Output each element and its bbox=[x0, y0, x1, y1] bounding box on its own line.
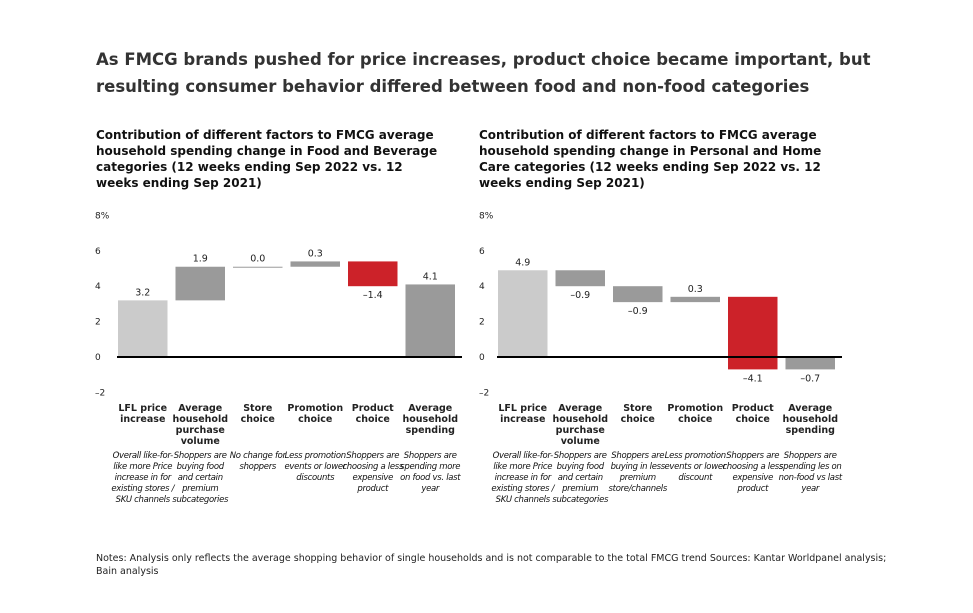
data-label: 3.2 bbox=[135, 287, 150, 298]
data-label: –4.1 bbox=[743, 373, 763, 384]
category-description: Shoppers are spending les on non-food vs… bbox=[778, 451, 843, 494]
y-tick-label: –2 bbox=[95, 388, 105, 398]
y-tick-label: 2 bbox=[95, 318, 101, 328]
y-tick-label: 0 bbox=[95, 353, 101, 363]
data-label: 1.9 bbox=[193, 254, 208, 265]
category-label: Product choice bbox=[351, 403, 394, 425]
bar-6 bbox=[405, 284, 455, 357]
y-tick-label: 8% bbox=[95, 211, 110, 221]
bar-2 bbox=[175, 266, 225, 301]
category-description: Shoppers are spending more on food vs. l… bbox=[400, 451, 461, 494]
category-description: No change for shoppers bbox=[229, 451, 286, 472]
category-label: Store choice bbox=[240, 403, 275, 425]
category-label: Product choice bbox=[731, 403, 774, 425]
category-label: Average household spending bbox=[782, 403, 839, 436]
data-label: –0.9 bbox=[570, 290, 590, 301]
category-label: Average household purchase volume bbox=[552, 403, 609, 447]
data-label: 4.1 bbox=[423, 271, 438, 282]
bar-1 bbox=[498, 270, 548, 357]
chart-title-nonfood: Contribution of different factors to FMC… bbox=[479, 128, 822, 190]
category-label: Average household spending bbox=[402, 403, 459, 436]
bar-5 bbox=[348, 261, 398, 287]
category-description: Overall like-for-like more Price increas… bbox=[111, 451, 175, 505]
y-tick-label: 2 bbox=[479, 318, 485, 328]
category-description: Shoppers are buying food and certain pre… bbox=[552, 451, 609, 505]
category-label: LFL price increase bbox=[498, 403, 548, 425]
y-tick-label: 6 bbox=[479, 247, 485, 257]
category-label: LFL price increase bbox=[118, 403, 168, 425]
category-description: Less promotion events or lower discount bbox=[664, 451, 727, 483]
bar-1 bbox=[118, 300, 168, 357]
bar-2 bbox=[555, 270, 605, 287]
category-description: Shoppers are choosing a less expensive p… bbox=[722, 451, 784, 494]
category-description: Shoppers are buying food and certain pre… bbox=[172, 451, 229, 505]
data-label: –0.9 bbox=[628, 306, 648, 317]
category-label: Promotion choice bbox=[667, 403, 724, 425]
data-label: –0.7 bbox=[800, 373, 820, 384]
category-label: Average household purchase volume bbox=[172, 403, 229, 447]
bar-3 bbox=[233, 266, 283, 268]
category-label: Promotion choice bbox=[287, 403, 344, 425]
data-label: 4.9 bbox=[515, 257, 530, 268]
y-tick-label: 8% bbox=[479, 211, 494, 221]
y-tick-label: 6 bbox=[95, 247, 101, 257]
data-label: 0.0 bbox=[250, 254, 265, 265]
category-description: Less promotion events or lower discounts bbox=[284, 451, 347, 483]
category-description: Overall like-for-like more Price increas… bbox=[491, 451, 555, 505]
bar-3 bbox=[613, 286, 663, 303]
bar-6 bbox=[785, 357, 835, 370]
bar-5 bbox=[728, 296, 778, 370]
data-label: –1.4 bbox=[363, 290, 383, 301]
category-description: Shoppers are choosing a less expensive p… bbox=[342, 451, 404, 494]
bar-4 bbox=[290, 261, 340, 267]
category-description: Shoppers are buying in less premium stor… bbox=[608, 451, 668, 494]
y-tick-label: 0 bbox=[479, 353, 485, 363]
y-tick-label: 4 bbox=[479, 282, 485, 292]
notes: Notes: Analysis only reflects the averag… bbox=[96, 553, 887, 577]
bar-4 bbox=[670, 296, 720, 303]
data-label: 0.3 bbox=[688, 284, 703, 295]
category-label: Store choice bbox=[620, 403, 655, 425]
y-tick-label: 4 bbox=[95, 282, 101, 292]
chart-title-food: Contribution of different factors to FMC… bbox=[96, 128, 438, 190]
y-tick-label: –2 bbox=[479, 388, 489, 398]
data-label: 0.3 bbox=[308, 248, 323, 259]
page-title: As FMCG brands pushed for price increase… bbox=[96, 50, 871, 96]
